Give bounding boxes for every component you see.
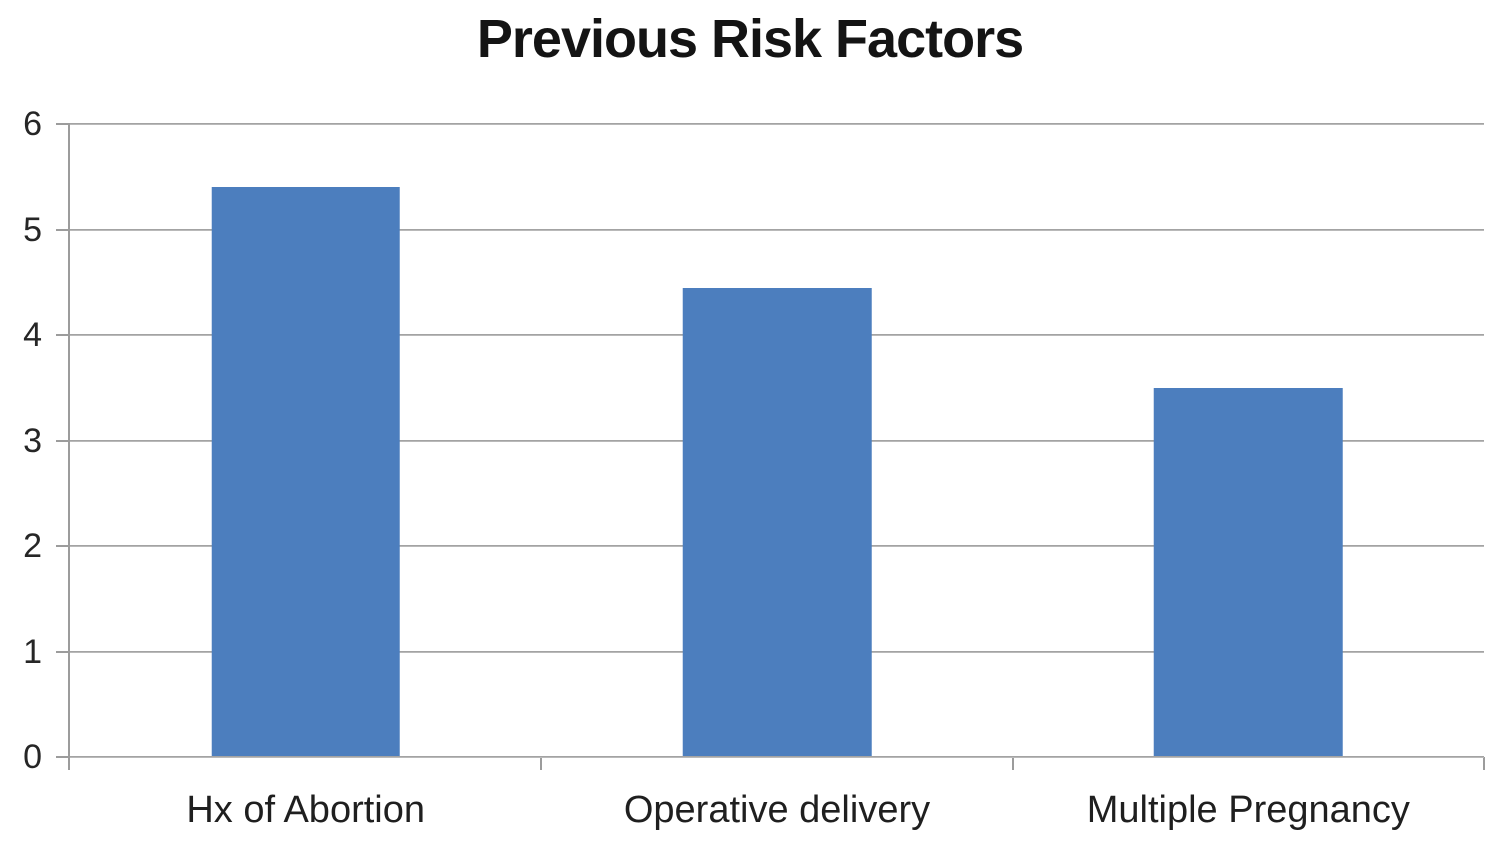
x-axis-labels: Hx of Abortion Operative delivery Multiple… (70, 788, 1484, 834)
x-boundary-tick (540, 757, 543, 770)
y-axis-line (68, 124, 70, 770)
y-tick-mark (56, 334, 70, 337)
y-tick-label: 2 (23, 527, 42, 565)
bar (682, 287, 872, 757)
y-axis-labels: 0 1 2 3 4 5 6 (0, 107, 42, 774)
x-category-label: Operative delivery (623, 789, 931, 831)
y-tick-label: 3 (23, 421, 42, 460)
y-tick-label: 5 (23, 210, 42, 249)
y-tick-mark (56, 545, 70, 548)
y-tick-label: 4 (23, 316, 42, 354)
y-tick-mark (56, 650, 70, 653)
x-axis-line (70, 756, 1484, 758)
x-category-label: Multiple Pregnancy (1086, 789, 1410, 831)
y-tick-mark (56, 756, 70, 758)
y-tick-label: 1 (23, 632, 42, 671)
gridline (70, 228, 1484, 231)
chart-title: Previous Risk Factors (476, 9, 1024, 69)
x-boundary-tick (1483, 757, 1485, 770)
y-tick-label: 6 (23, 105, 42, 143)
y-tick-label: 0 (23, 738, 42, 776)
x-category-label: Hx of Abortion (186, 789, 425, 831)
x-boundary-tick (1011, 757, 1014, 770)
y-tick-mark (56, 228, 70, 231)
bar (1154, 387, 1343, 757)
bar (211, 187, 400, 757)
y-tick-mark (56, 123, 70, 125)
gridline (70, 123, 1484, 125)
plot-area (56, 123, 1485, 770)
y-tick-mark (56, 439, 70, 442)
